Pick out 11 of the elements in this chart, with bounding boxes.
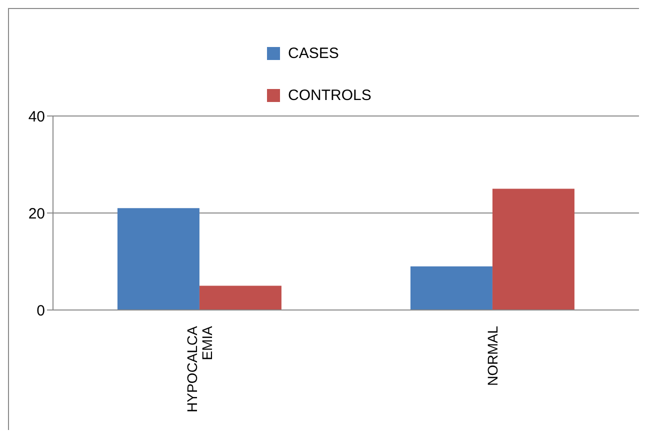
bar bbox=[117, 208, 200, 310]
x-tick-label: HYPOCALCAEMIA bbox=[184, 325, 215, 412]
y-tick-label: 20 bbox=[28, 205, 45, 222]
y-tick-label: 40 bbox=[28, 108, 45, 126]
bar bbox=[410, 266, 492, 310]
bar bbox=[199, 286, 282, 310]
legend-label: CONTROLS bbox=[288, 87, 372, 104]
y-tick-label: 0 bbox=[36, 302, 45, 320]
bar bbox=[492, 188, 574, 310]
legend-label: CASES bbox=[288, 45, 339, 62]
x-tick-label: NORMAL bbox=[484, 326, 500, 386]
